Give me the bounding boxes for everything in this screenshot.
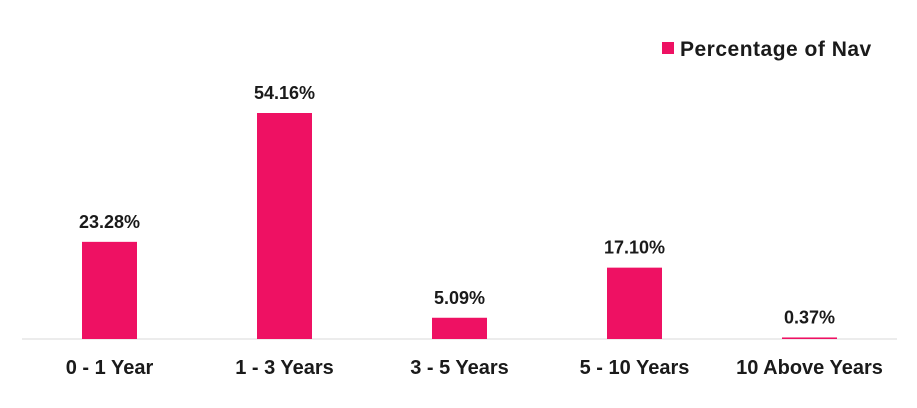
bar-1 xyxy=(257,113,312,339)
x-tick-label-0: 0 - 1 Year xyxy=(66,357,154,379)
data-label-4: 0.37% xyxy=(784,307,835,327)
legend-swatch xyxy=(662,42,674,54)
data-label-3: 17.10% xyxy=(604,238,665,258)
x-tick-label-4: 10 Above Years xyxy=(736,357,883,379)
x-tick-labels-group: 0 - 1 Year 1 - 3 Years 3 - 5 Years 5 - 10 Y… xyxy=(66,357,883,379)
legend: Percentage of Nav xyxy=(662,38,872,61)
data-label-0: 23.28% xyxy=(79,212,140,232)
x-tick-label-3: 5 - 10 Years xyxy=(580,357,690,379)
data-label-2: 5.09% xyxy=(434,288,485,308)
bar-4 xyxy=(782,337,837,339)
bar-0 xyxy=(82,241,137,339)
x-tick-label-2: 3 - 5 Years xyxy=(410,357,509,379)
bars-group xyxy=(82,113,837,339)
legend-label: Percentage of Nav xyxy=(680,38,872,61)
data-label-1: 54.16% xyxy=(254,83,315,103)
data-labels-group: 23.28% 54.16% 5.09% 17.10% 0.37% xyxy=(79,83,835,327)
bar-2 xyxy=(432,317,487,339)
bar-3 xyxy=(607,267,662,339)
x-tick-label-1: 1 - 3 Years xyxy=(235,357,334,379)
